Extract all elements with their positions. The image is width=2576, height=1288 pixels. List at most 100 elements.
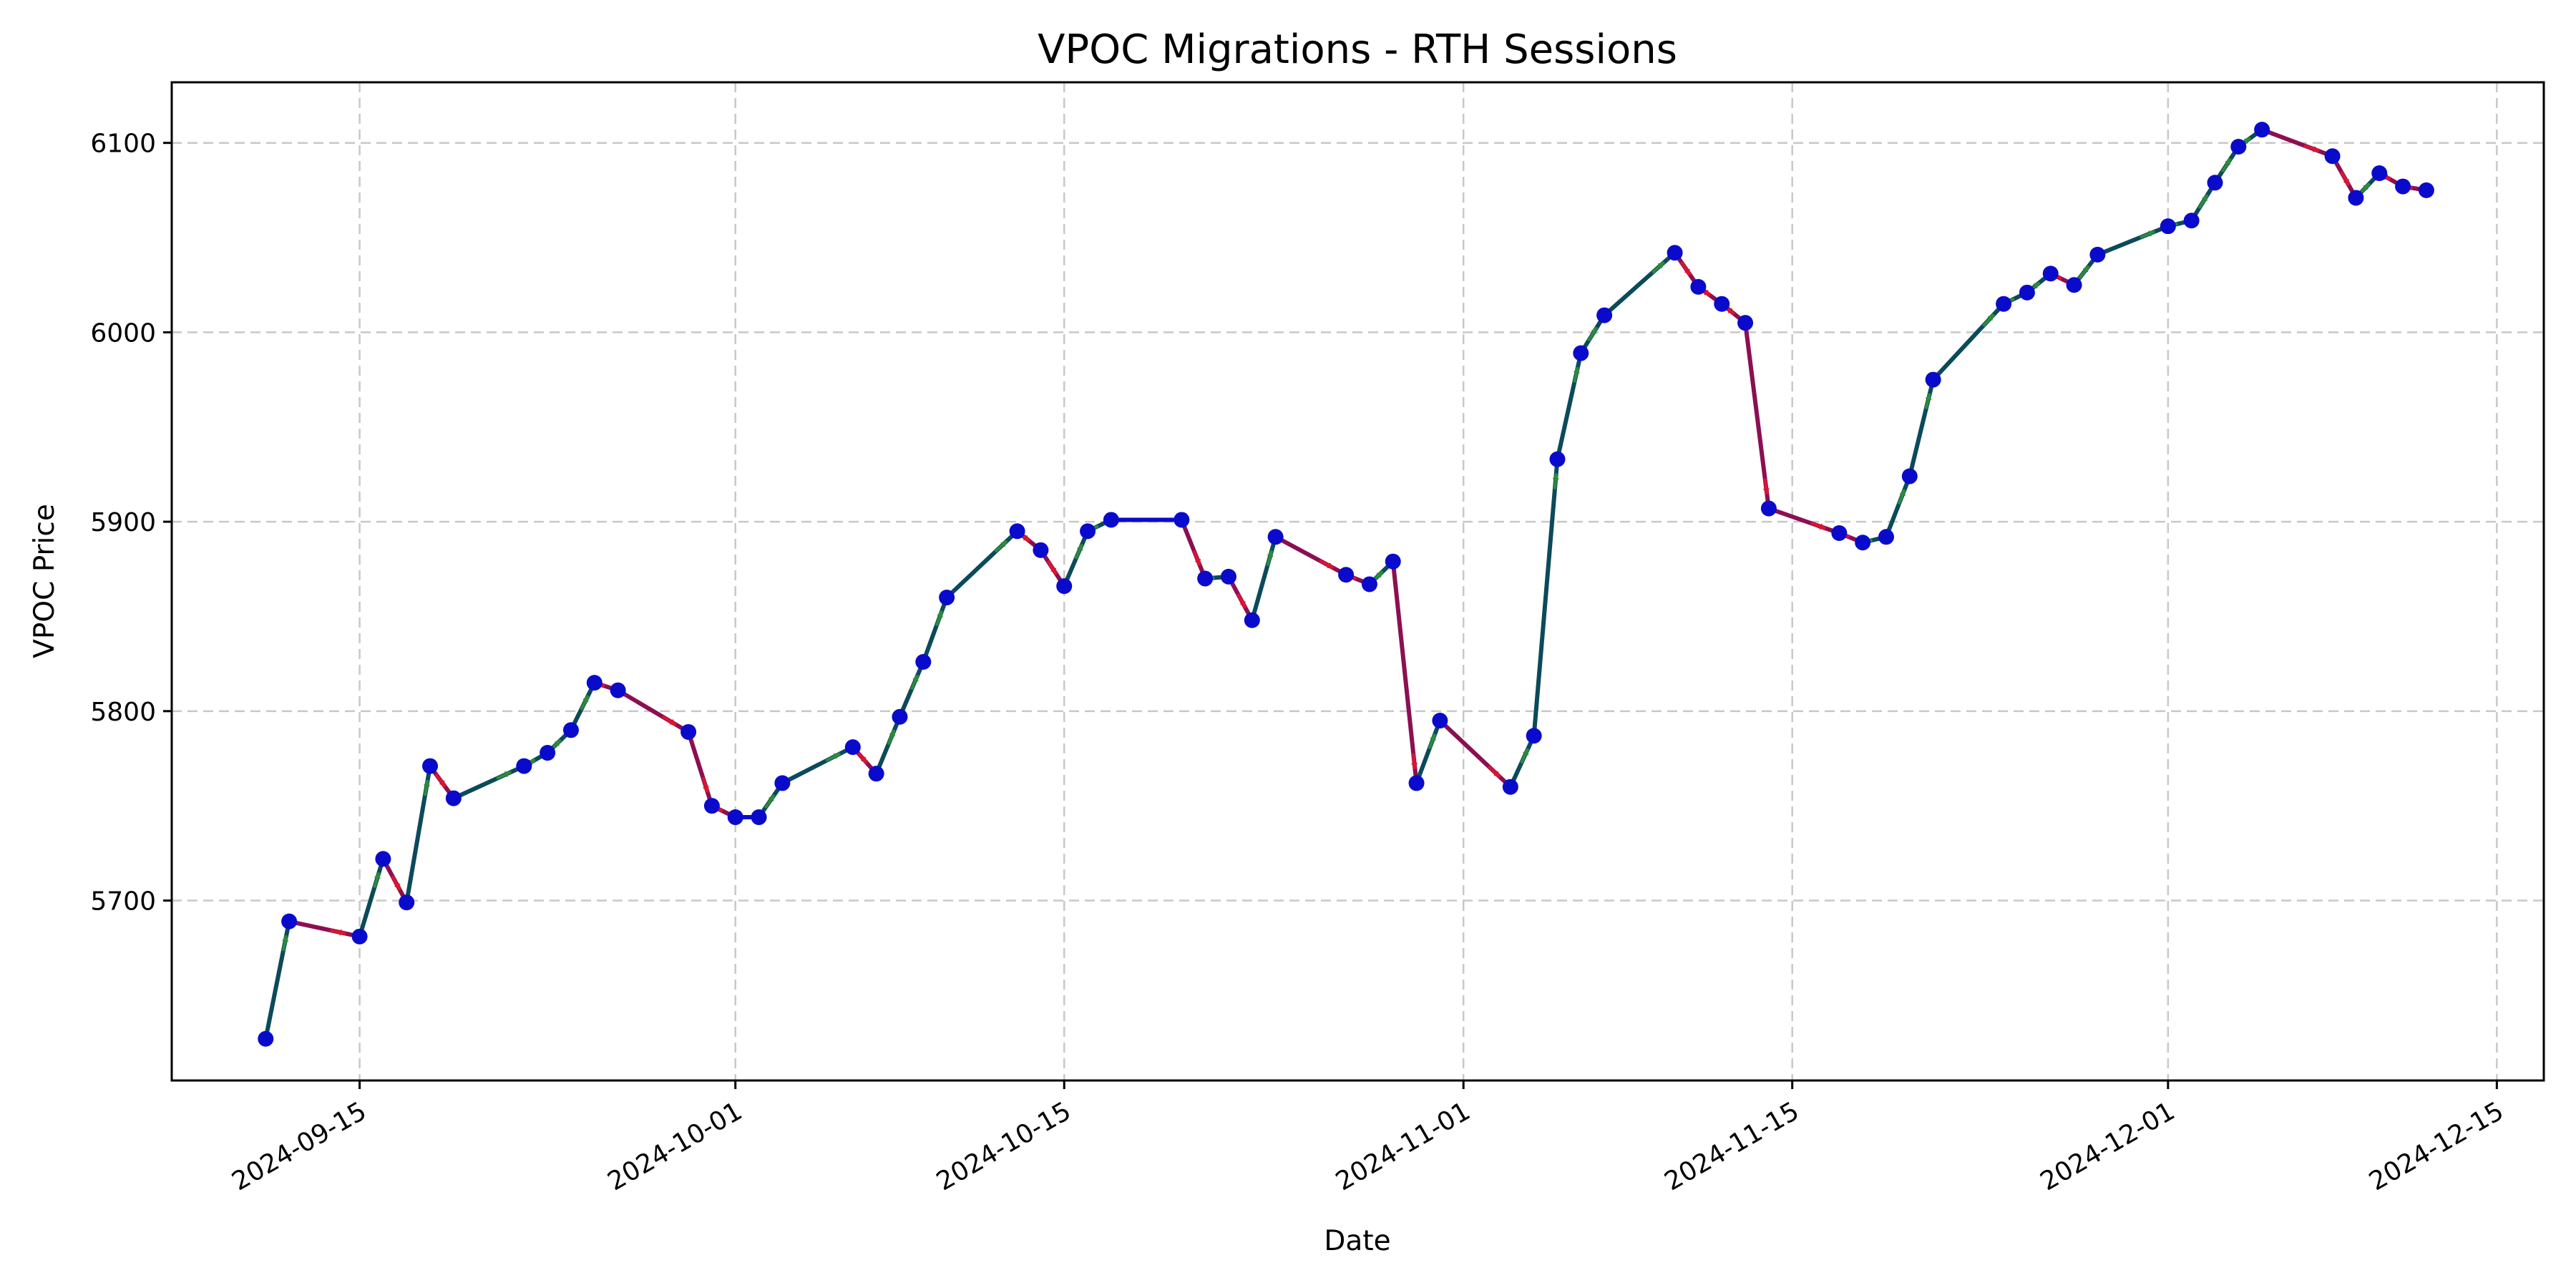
down-migration-segment xyxy=(1273,535,1349,577)
up-arrow xyxy=(2078,265,2090,280)
vpoc-point xyxy=(774,775,791,791)
up-arrow xyxy=(1897,489,1906,505)
y-tick-label: 5900 xyxy=(90,508,156,537)
vpoc-point xyxy=(1080,523,1096,540)
down-arrow xyxy=(1236,592,1247,609)
vpoc-point xyxy=(1408,775,1425,791)
down-arrow xyxy=(2303,144,2320,153)
vpoc-point xyxy=(703,798,720,814)
vpoc-point xyxy=(258,1030,274,1047)
vpoc-point xyxy=(1361,576,1377,592)
up-arrow xyxy=(1266,550,1274,567)
vpoc-point xyxy=(1925,371,1941,388)
vpoc-point xyxy=(351,928,368,945)
vpoc-point xyxy=(2042,265,2059,282)
up-arrow xyxy=(1924,393,1932,409)
vpoc-point xyxy=(1009,523,1025,540)
vpoc-point xyxy=(516,758,532,774)
y-tick-label: 6100 xyxy=(90,130,156,159)
vpoc-point xyxy=(1197,570,1214,587)
down-arrow xyxy=(330,929,346,936)
down-arrow xyxy=(701,776,709,793)
vpoc-point xyxy=(1737,315,1754,331)
vpoc-point xyxy=(1831,525,1848,541)
down-arrow xyxy=(434,773,447,788)
down-arrow xyxy=(1762,478,1770,495)
up-migration-segment xyxy=(921,595,950,664)
down-migration-segment xyxy=(1390,559,1419,786)
vpoc-point xyxy=(1901,468,1918,484)
up-arrow xyxy=(1428,733,1437,750)
down-migration-segment xyxy=(1179,517,1208,581)
y-axis-label: VPOC Price xyxy=(29,504,61,658)
up-arrow xyxy=(2140,230,2156,239)
vpoc-point xyxy=(2348,190,2364,206)
vpoc-point xyxy=(422,758,439,774)
down-migration-segment xyxy=(1766,506,1842,535)
down-migration-segment xyxy=(2260,127,2335,159)
up-arrow xyxy=(423,779,430,796)
vpoc-point xyxy=(2183,213,2200,229)
up-arrow xyxy=(825,752,841,763)
down-arrow xyxy=(1319,559,1335,570)
vpoc-point xyxy=(939,590,955,605)
vpoc-point xyxy=(2066,277,2082,293)
vpoc-point xyxy=(2160,218,2176,235)
point-layer xyxy=(258,122,2434,1047)
up-arrow xyxy=(281,935,289,952)
vpoc-point xyxy=(1174,512,1190,528)
down-migration-segment xyxy=(287,919,362,939)
up-migration-segment xyxy=(874,714,902,776)
down-arrow xyxy=(2340,170,2351,187)
vpoc-point xyxy=(915,654,932,670)
vpoc-point xyxy=(1033,542,1049,558)
chart-title: VPOC Migrations - RTH Sessions xyxy=(1038,26,1677,73)
up-arrow xyxy=(1982,313,1995,327)
vpoc-point xyxy=(2230,139,2247,155)
up-arrow xyxy=(1552,472,1559,489)
vpoc-point xyxy=(2371,165,2388,182)
vpoc-point xyxy=(1432,713,1448,729)
down-migration-segment xyxy=(1743,321,1771,511)
up-migration-segment xyxy=(2095,224,2170,257)
vpoc-point xyxy=(375,851,391,867)
vpoc-point xyxy=(1338,567,1355,583)
y-tick-label: 6000 xyxy=(90,318,156,348)
down-arrow xyxy=(391,875,401,891)
down-arrow xyxy=(1679,261,1692,276)
up-migration-segment xyxy=(451,763,527,801)
vpoc-point xyxy=(1549,451,1566,467)
vpoc-point xyxy=(844,739,861,756)
vpoc-point xyxy=(868,766,884,782)
up-migration-segment xyxy=(1883,474,1912,540)
vpoc-point xyxy=(1220,568,1236,585)
vpoc-point xyxy=(1667,245,1683,261)
up-arrow xyxy=(887,729,896,746)
vpoc-point xyxy=(680,723,697,740)
vpoc-point xyxy=(1385,553,1401,570)
up-migration-segment xyxy=(1531,457,1560,738)
vpoc-point xyxy=(1690,278,1707,295)
up-migration-segment xyxy=(357,857,386,939)
up-arrow xyxy=(1573,366,1580,383)
up-arrow xyxy=(580,695,590,711)
up-arrow xyxy=(1587,326,1599,342)
up-arrow xyxy=(994,540,1008,553)
vpoc-point xyxy=(540,745,556,761)
down-migration-segment xyxy=(686,729,714,809)
vpoc-point xyxy=(1573,345,1589,361)
vpoc-point xyxy=(610,682,626,698)
up-arrow xyxy=(2220,157,2233,173)
down-arrow xyxy=(1487,765,1501,779)
vpoc-point xyxy=(1526,728,1542,744)
vpoc-point xyxy=(2019,284,2035,301)
vpoc-point xyxy=(445,790,462,806)
up-arrow xyxy=(1651,261,1665,274)
vpoc-point xyxy=(1267,529,1284,545)
vpoc-point xyxy=(1760,500,1777,517)
up-migration-segment xyxy=(780,745,855,786)
up-arrow xyxy=(1074,543,1084,560)
vpoc-point xyxy=(1103,512,1119,528)
